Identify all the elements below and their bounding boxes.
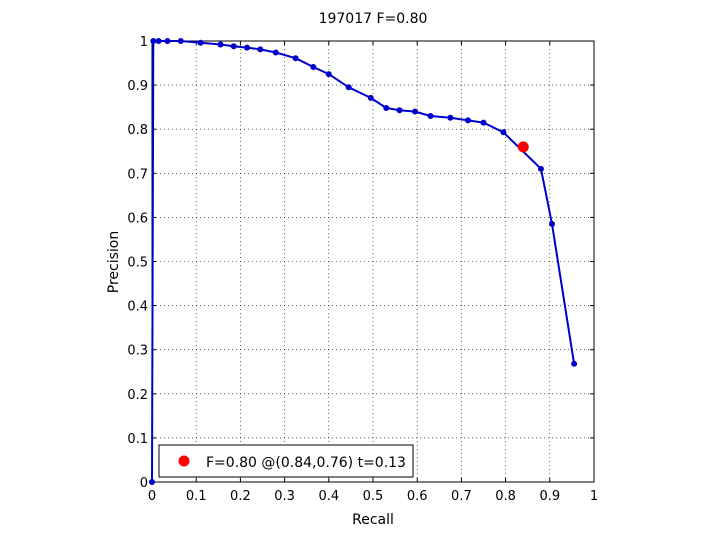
data-point (427, 112, 434, 119)
data-point (197, 39, 204, 46)
legend-box (158, 444, 414, 478)
data-point (367, 94, 374, 101)
data-point (500, 129, 507, 136)
data-point (465, 117, 472, 124)
data-point (177, 38, 184, 44)
y-tick-labels: 0 0.1 0.2 0.3 0.4 0.5 0.6 0.7 0.8 0.9 1 (127, 35, 148, 491)
y-tick-label: 0.2 (127, 388, 148, 403)
legend-text: F=0.80 @(0.84,0.76) t=0.13 (206, 455, 406, 471)
data-point (150, 38, 157, 44)
x-tick-label: 0.5 (363, 489, 384, 504)
x-axis-label: Recall (352, 512, 394, 528)
data-point (480, 119, 487, 126)
data-point (325, 71, 332, 78)
y-tick-label: 0.8 (127, 123, 148, 138)
legend: F=0.80 @(0.84,0.76) t=0.13 (158, 444, 414, 478)
grid-lines (152, 41, 594, 482)
data-point (537, 165, 544, 172)
x-tick-label: 0.6 (407, 489, 428, 504)
y-tick-label: 0.5 (127, 256, 148, 271)
x-tick-label: 0.9 (539, 489, 560, 504)
data-point (257, 46, 264, 53)
y-axis-label: Precision (106, 231, 122, 293)
data-point (396, 107, 403, 114)
x-tick-label: 0.1 (186, 489, 207, 504)
x-tick-label: 0.4 (318, 489, 339, 504)
data-point (383, 105, 390, 112)
y-tick-label: 0.7 (127, 167, 148, 182)
x-tick-label: 0.7 (451, 489, 472, 504)
y-tick-label: 1 (140, 35, 148, 50)
x-tick-labels: 0 0.1 0.2 0.3 0.4 0.5 0.6 0.7 0.8 0.9 1 (148, 489, 598, 504)
data-point (447, 114, 454, 121)
y-tick-label: 0.1 (127, 432, 148, 447)
data-point (549, 221, 556, 228)
data-point (272, 49, 279, 56)
data-point (155, 38, 162, 44)
data-point (310, 64, 317, 71)
data-point (217, 41, 224, 48)
data-point (230, 43, 237, 50)
data-point (164, 38, 171, 44)
x-tick-label: 0 (148, 489, 156, 504)
y-tick-label: 0 (140, 476, 148, 491)
y-tick-label: 0.4 (127, 300, 148, 315)
chart-title: 197017 F=0.80 (319, 11, 428, 27)
y-tick-label: 0.9 (127, 79, 148, 94)
y-tick-label: 0.6 (127, 211, 148, 226)
series-group (149, 38, 578, 485)
data-point (244, 44, 251, 51)
y-tick-label: 0.3 (127, 344, 148, 359)
x-tick-label: 0.3 (274, 489, 295, 504)
data-point (292, 55, 299, 62)
data-point (345, 84, 352, 91)
legend-marker (178, 455, 190, 467)
data-point (149, 479, 155, 485)
best-f-point (517, 141, 529, 153)
data-point (411, 108, 418, 115)
x-tick-label: 0.2 (230, 489, 251, 504)
x-tick-label: 0.8 (495, 489, 516, 504)
x-tick-label: 1 (590, 489, 598, 504)
data-point (571, 360, 578, 367)
